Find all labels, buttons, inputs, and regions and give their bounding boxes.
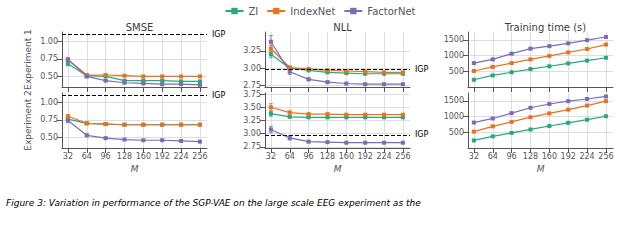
svg-text:96: 96 (304, 152, 314, 161)
svg-text:1000: 1000 (444, 112, 464, 121)
svg-text:NLL: NLL (333, 22, 352, 33)
svg-text:32: 32 (266, 152, 276, 161)
svg-text:1000: 1000 (444, 51, 464, 60)
svg-text:3.50: 3.50 (243, 103, 261, 112)
svg-text:500: 500 (449, 128, 464, 137)
svg-text:192: 192 (561, 152, 576, 161)
svg-text:IGP: IGP (415, 130, 429, 139)
svg-text:FactorNet: FactorNet (367, 6, 415, 17)
svg-text:256: 256 (395, 152, 410, 161)
svg-text:128: 128 (320, 152, 335, 161)
svg-text:M: M (537, 164, 545, 174)
svg-text:500: 500 (449, 67, 464, 76)
svg-text:96: 96 (101, 152, 111, 161)
svg-text:32: 32 (63, 152, 73, 161)
svg-text:0.75: 0.75 (40, 54, 58, 63)
svg-text:160: 160 (542, 152, 557, 161)
svg-text:160: 160 (339, 152, 354, 161)
svg-text:3.75: 3.75 (243, 90, 261, 99)
svg-text:IGP: IGP (415, 65, 429, 74)
svg-text:1500: 1500 (444, 96, 464, 105)
svg-text:Training time (s): Training time (s) (504, 22, 587, 33)
svg-text:64: 64 (82, 152, 92, 161)
svg-text:Figure 3: Variation in perform: Figure 3: Variation in performance of th… (6, 198, 421, 208)
svg-text:0.75: 0.75 (40, 115, 58, 124)
svg-text:128: 128 (523, 152, 538, 161)
svg-text:1500: 1500 (444, 35, 464, 44)
svg-text:1.00: 1.00 (40, 98, 58, 107)
svg-text:0.50: 0.50 (40, 133, 58, 142)
svg-text:128: 128 (117, 152, 132, 161)
svg-text:1.00: 1.00 (40, 37, 58, 46)
svg-text:M: M (131, 164, 139, 174)
svg-text:IGP: IGP (212, 91, 226, 100)
svg-text:SMSE: SMSE (126, 22, 154, 33)
svg-text:IGP: IGP (212, 30, 226, 39)
svg-text:32: 32 (469, 152, 479, 161)
svg-text:ZI: ZI (248, 6, 258, 17)
svg-text:256: 256 (192, 152, 207, 161)
svg-text:64: 64 (488, 152, 498, 161)
svg-text:2.75: 2.75 (243, 81, 261, 91)
svg-text:Experiment 1: Experiment 1 (23, 29, 33, 90)
svg-text:3.00: 3.00 (243, 64, 261, 73)
svg-text:Experiment 2: Experiment 2 (23, 90, 33, 151)
svg-text:192: 192 (155, 152, 170, 161)
svg-text:224: 224 (579, 152, 594, 161)
svg-text:96: 96 (507, 152, 517, 161)
svg-text:3.25: 3.25 (243, 116, 261, 125)
svg-text:224: 224 (376, 152, 391, 161)
svg-text:192: 192 (358, 152, 373, 161)
svg-text:64: 64 (285, 152, 295, 161)
svg-text:256: 256 (598, 152, 613, 161)
svg-text:0.50: 0.50 (40, 72, 58, 81)
svg-text:2.75: 2.75 (243, 142, 261, 151)
svg-text:160: 160 (136, 152, 151, 161)
svg-text:3.00: 3.00 (243, 129, 261, 138)
svg-text:3.25: 3.25 (243, 46, 261, 55)
svg-text:IndexNet: IndexNet (290, 6, 335, 17)
svg-text:M: M (334, 164, 342, 174)
svg-text:224: 224 (173, 152, 188, 161)
